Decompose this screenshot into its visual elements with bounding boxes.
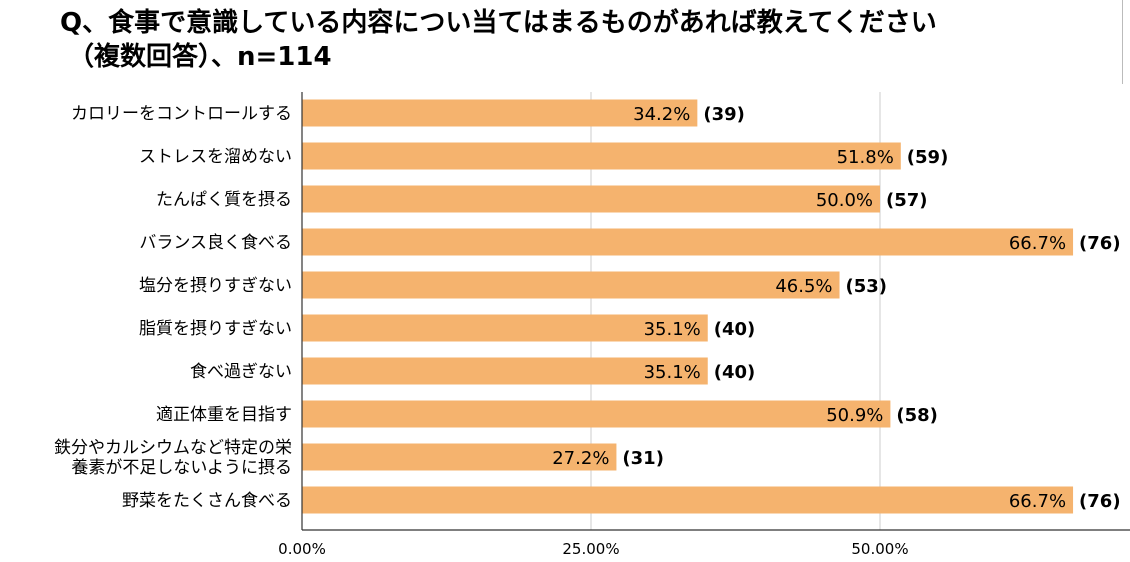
bar	[302, 400, 891, 428]
category-label: 塩分を摂りすぎない	[139, 276, 292, 296]
value-label: 50.0%	[816, 190, 873, 211]
bar	[302, 271, 840, 299]
value-label: 35.1%	[644, 362, 701, 383]
count-label: (40)	[714, 319, 756, 340]
bar	[302, 314, 708, 342]
category-label: バランス良く食べる	[139, 233, 292, 253]
count-label: (53)	[846, 276, 888, 297]
right-border-line	[1122, 0, 1123, 84]
value-label: 66.7%	[1009, 491, 1066, 512]
count-label: (59)	[907, 147, 949, 168]
value-label: 34.2%	[633, 104, 690, 125]
category-label: 鉄分やカルシウムなど特定の栄	[54, 438, 292, 458]
count-label: (39)	[703, 104, 745, 125]
category-label: 食べ過ぎない	[190, 362, 292, 382]
count-label: (58)	[896, 405, 938, 426]
category-label: 養素が不足しないように摂る	[71, 458, 292, 478]
category-label: ストレスを溜めない	[139, 147, 292, 167]
value-label: 66.7%	[1009, 233, 1066, 254]
category-label: たんぱく質を摂る	[156, 190, 292, 210]
x-tick-label: 25.00%	[562, 540, 619, 558]
bar	[302, 142, 901, 170]
x-tick-label: 50.00%	[851, 540, 908, 558]
bar	[302, 228, 1074, 256]
value-label: 50.9%	[826, 405, 883, 426]
bar	[302, 486, 1074, 514]
category-label: 野菜をたくさん食べる	[122, 491, 292, 511]
value-label: 35.1%	[644, 319, 701, 340]
value-label: 51.8%	[837, 147, 894, 168]
bar	[302, 185, 880, 213]
category-label: 脂質を摂りすぎない	[139, 319, 292, 339]
count-label: (40)	[714, 362, 756, 383]
count-label: (76)	[1079, 491, 1121, 512]
chart-title-line2: （複数回答）、n=114	[68, 42, 332, 72]
x-tick-label: 0.00%	[278, 540, 326, 558]
bar	[302, 99, 698, 127]
value-label: 27.2%	[552, 448, 609, 469]
count-label: (57)	[886, 190, 928, 211]
bar	[302, 357, 708, 385]
count-label: (31)	[622, 448, 664, 469]
value-label: 46.5%	[775, 276, 832, 297]
category-label: カロリーをコントロールする	[71, 104, 292, 124]
count-label: (76)	[1079, 233, 1121, 254]
chart-title-line1: Q、食事で意識している内容につい当てはまるものがあれば教えてください	[60, 8, 937, 38]
category-label: 適正体重を目指す	[156, 405, 292, 425]
bar	[302, 443, 617, 471]
